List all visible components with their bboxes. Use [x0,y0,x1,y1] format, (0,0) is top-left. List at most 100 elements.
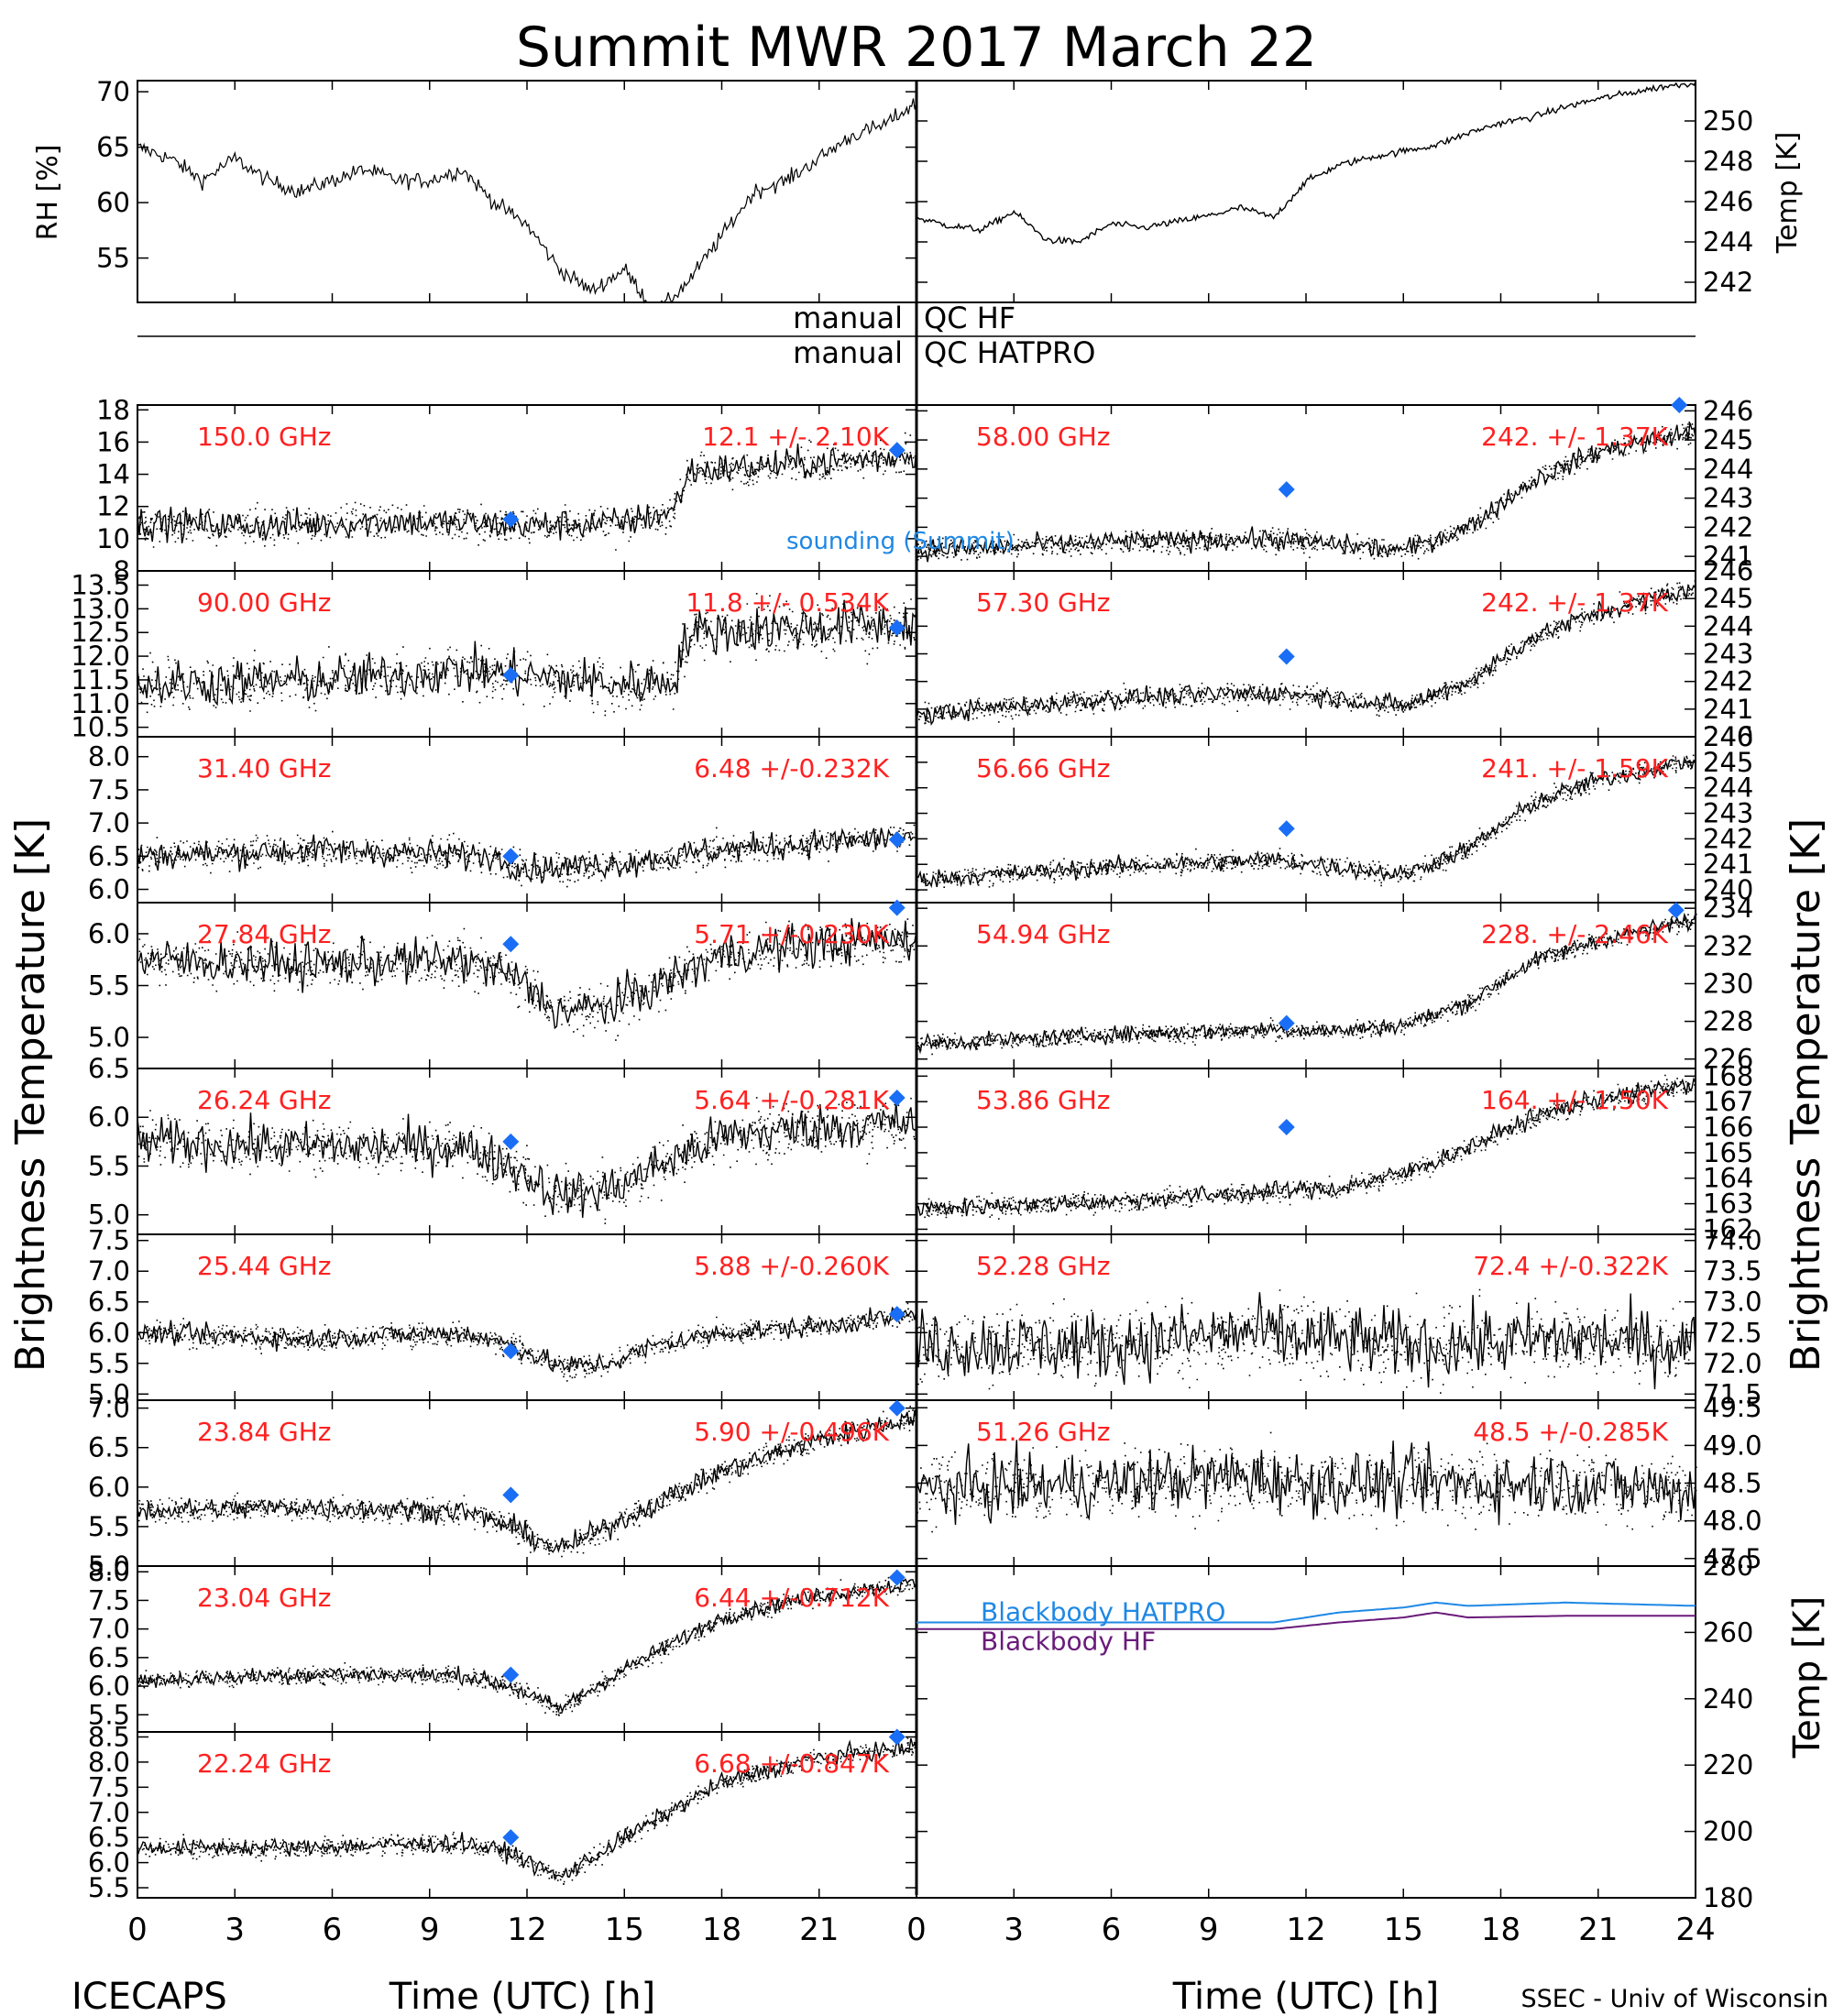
panel-l3-ytick: 8.0 [88,741,130,772]
temp-frame [916,80,1696,303]
panel-l3-ytick: 7.0 [88,807,130,838]
panel-r4-points [916,913,1697,1056]
panel-r5-points [924,1074,1696,1220]
panel-l2-ytick: 10.5 [71,712,130,743]
panel-l4-trace [137,917,917,1030]
right-xlabel: Time (UTC) [h] [1172,1976,1439,2016]
panel-r5-ytick: 163 [1703,1189,1753,1220]
panel-l8-ytick: 8.0 [88,1556,130,1587]
panel-l7-points [137,1406,917,1558]
panel-r3-ytick: 246 [1703,721,1753,752]
panel-r5-ytick: 168 [1703,1060,1753,1091]
panel-l9-ytick: 8.5 [88,1721,130,1752]
panel-r6-ytick: 74.0 [1703,1225,1762,1256]
panel-r4-sounding-marker-1 [1278,1014,1295,1032]
panel-r3-ytick: 242 [1703,823,1753,854]
panel-r5-ytick: 164 [1703,1163,1753,1194]
panel-l5-stat-label: 5.64 +/-0.281K [694,1085,889,1115]
panel-l1-stat-label: 12.1 +/- 2.10K [702,422,889,452]
panel-blackbody-ytick: 200 [1703,1816,1753,1847]
panel-l1-trace [137,443,917,544]
panel-l4-freq-label: 27.84 GHz [197,919,332,949]
panel-l2-freq-label: 90.00 GHz [197,587,332,618]
panel-r5-ytick: 167 [1703,1086,1753,1117]
panel-r2-ytick: 244 [1703,610,1753,641]
panel-l3-ytick: 6.0 [88,874,130,905]
panel-r1-ytick: 242 [1703,511,1753,542]
panel-l3-stat-label: 6.48 +/-0.232K [694,753,889,783]
temp-ytick: 244 [1703,226,1753,257]
panel-r4-ytick: 230 [1703,968,1753,999]
panel-r2-freq-label: 57.30 GHz [976,587,1111,618]
panel-r1-stat-label: 242. +/- 1.37K [1481,422,1668,452]
qc-label-hatpro: QC HATPRO [924,335,1095,370]
panel-r1-sounding-marker-2 [1671,397,1688,413]
panel-l3-points [137,824,916,888]
panel-blackbody-ytick: 260 [1703,1616,1753,1648]
panel-l2-ytick: 13.5 [71,570,130,601]
panel-l8-sounding-marker-1 [502,1666,520,1683]
panel-l9-sounding-marker-2 [888,1728,906,1746]
panel-l1-ytick: 8 [114,555,130,586]
panel-l2: 10.511.011.512.012.513.013.5 90.00 GHz 11.… [71,570,918,743]
right-xtick: 9 [1199,1912,1219,1948]
panel-l4-ytick: 5.0 [88,1022,130,1053]
panel-l5-trace [137,1101,917,1218]
panel-r3-ytick: 245 [1703,747,1753,778]
panel-blackbody-ytick: 220 [1703,1749,1753,1780]
panel-r1-ytick: 241 [1703,541,1753,572]
panel-l8-ytick: 5.5 [88,1699,130,1730]
panel-l2-ytick: 12.5 [71,617,130,648]
right-xtick: 6 [1102,1912,1122,1948]
panel-r1-ytick: 246 [1703,395,1753,426]
panel-r1-freq-label: 58.00 GHz [976,422,1111,452]
qc-manual-hf: manual [793,301,903,335]
rh-ytick: 60 [96,187,130,218]
panel-l9-ytick: 5.5 [88,1872,130,1903]
panel-r4-stat-label: 228. +/- 2.46K [1481,919,1668,949]
panel-l9-ytick: 8.0 [88,1747,130,1778]
panel-l5-freq-label: 26.24 GHz [197,1085,332,1115]
panel-l6-freq-label: 25.44 GHz [197,1251,332,1281]
panel-r6-ytick: 73.5 [1703,1255,1762,1287]
rh-ytick: 65 [96,132,130,163]
panel-r4: 226 228 230 232 234 54.94 GHz 228. +/- 2.46K [916,893,1753,1075]
panel-l8-ytick: 7.5 [88,1584,130,1616]
right-xtick: 15 [1384,1912,1423,1948]
panel-r3-ytick: 241 [1703,849,1753,880]
qc-band: manual QC HF manual QC HATPRO [137,301,1696,370]
panel-l4-stat-label: 5.71 +/-0.230K [694,919,889,949]
panel-r2-trace [916,583,1696,726]
panel-l5-sounding-marker-1 [502,1133,520,1150]
panel-l3-sounding-marker-2 [888,831,906,849]
panel-r7: 47.5 48.0 48.5 49.0 49.5 51.26 GHz 48.5 +/-0.2… [916,1392,1762,1574]
panel-r2-sounding-marker-1 [1278,648,1295,665]
panel-l1-ytick: 14 [96,459,130,490]
panel-l2-ytick: 13.0 [71,593,130,624]
panel-r6-ytick: 71.5 [1703,1378,1762,1409]
rh-panel: 55 60 65 70 RH [%] [32,76,917,304]
panel-l1-ytick: 18 [96,394,130,425]
panel-l3-ytick: 7.5 [88,774,130,805]
panel-l9-ytick: 6.0 [88,1847,130,1879]
temp-ytick: 246 [1703,186,1753,217]
panel-r5-freq-label: 53.86 GHz [976,1085,1111,1115]
panel-r5-ytick: 165 [1703,1137,1753,1168]
panel-l8-trace [137,1577,917,1714]
panel-r7-trace [916,1440,1696,1526]
panel-r3-freq-label: 56.66 GHz [976,753,1111,783]
panel-l2-stat-label: 11.8 +/- 0.534K [686,587,889,618]
panel-l2-trace [137,599,917,707]
panel-r3-sounding-marker-1 [1278,820,1295,838]
panel-l8-freq-label: 23.04 GHz [197,1583,332,1613]
rh-frame [137,80,917,303]
panel-l7-trace [137,1409,917,1553]
panel-r3-ytick: 243 [1703,798,1753,829]
panel-l6-ytick: 6.0 [88,1317,130,1348]
panel-r2-ytick: 241 [1703,694,1753,725]
figure-title: Summit MWR 2017 March 22 [516,16,1317,80]
